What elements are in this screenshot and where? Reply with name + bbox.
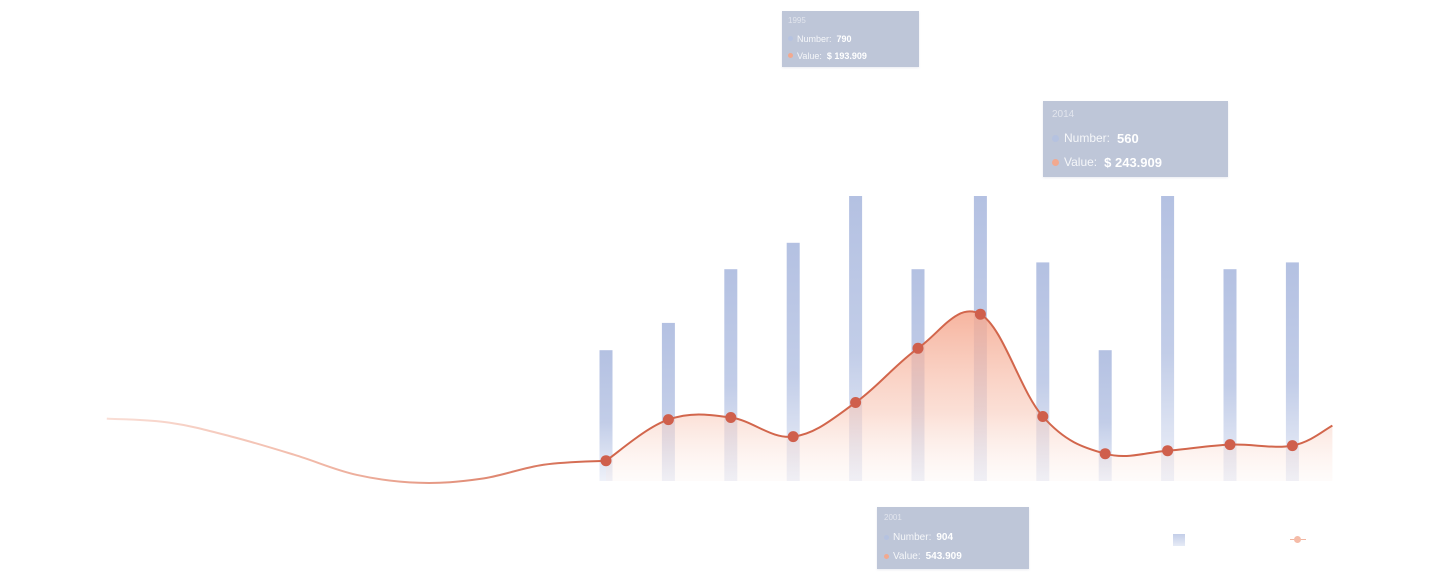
value-point[interactable] <box>662 414 674 426</box>
value-area <box>606 311 1333 481</box>
value-point[interactable] <box>912 342 924 354</box>
value-dot-icon <box>884 554 889 559</box>
number-label: Number: <box>1064 131 1111 145</box>
bar[interactable] <box>1223 269 1237 481</box>
tooltip-value-row: Value: $ 243.909 <box>1052 150 1219 174</box>
bar[interactable] <box>1098 350 1112 481</box>
tooltip-number-row: Number: 790 <box>788 30 913 47</box>
number-label: Number: <box>893 532 932 543</box>
value-point[interactable] <box>850 397 862 408</box>
legend-line-swatch[interactable] <box>1290 535 1306 545</box>
number-dot-icon <box>884 535 889 540</box>
legend-dot-icon <box>1294 536 1301 543</box>
bar[interactable] <box>1285 262 1299 481</box>
area-series <box>106 310 1333 484</box>
value-label: Value: <box>893 551 921 562</box>
tooltip-2014: 2014 Number: 560 Value: $ 243.909 <box>1043 101 1228 177</box>
value-points <box>600 308 1298 467</box>
tooltip-2001: 2001 Number: 904 Value: 543.909 <box>877 507 1029 569</box>
tooltip-value-row: Value: 543.909 <box>884 547 1022 566</box>
value-dot-icon <box>788 53 793 58</box>
value-point[interactable] <box>1037 411 1049 422</box>
tooltip-value-row: Value: $ 193.909 <box>788 47 913 64</box>
tooltip-date: 1995 <box>788 16 806 25</box>
value-point[interactable] <box>1286 440 1298 452</box>
value-point[interactable] <box>1162 445 1174 457</box>
legend-bar-swatch[interactable] <box>1173 534 1185 546</box>
value-point[interactable] <box>974 308 986 320</box>
tooltip-number-row: Number: 560 <box>1052 126 1219 150</box>
number-label: Number: <box>797 33 832 44</box>
value-amount: $ 243.909 <box>1104 154 1162 170</box>
tooltip-1995: 1995 Number: 790 Value: $ 193.909 <box>782 11 919 67</box>
value-point[interactable] <box>1224 439 1236 451</box>
value-point[interactable] <box>1099 448 1111 460</box>
number-dot-icon <box>788 36 793 41</box>
value-label: Value: <box>1064 155 1098 169</box>
value-line-lead <box>106 417 607 484</box>
tooltip-number-row: Number: 904 <box>884 528 1022 547</box>
tooltip-date: 2014 <box>1052 109 1075 120</box>
bar[interactable] <box>1161 196 1175 481</box>
number-value: 790 <box>836 33 852 44</box>
value-point[interactable] <box>787 431 799 443</box>
value-label: Value: <box>797 50 822 61</box>
bar[interactable] <box>599 350 613 481</box>
grid-lines <box>120 90 1440 482</box>
value-amount: $ 193.909 <box>826 50 867 61</box>
bar[interactable] <box>786 242 800 481</box>
value-dot-icon <box>1052 158 1059 166</box>
tooltip-date: 2001 <box>884 513 902 522</box>
value-amount: 543.909 <box>925 551 962 562</box>
number-value: 560 <box>1117 130 1139 146</box>
value-point[interactable] <box>600 455 612 467</box>
number-dot-icon <box>1052 134 1059 142</box>
value-point[interactable] <box>725 412 737 423</box>
number-value: 904 <box>936 532 954 543</box>
